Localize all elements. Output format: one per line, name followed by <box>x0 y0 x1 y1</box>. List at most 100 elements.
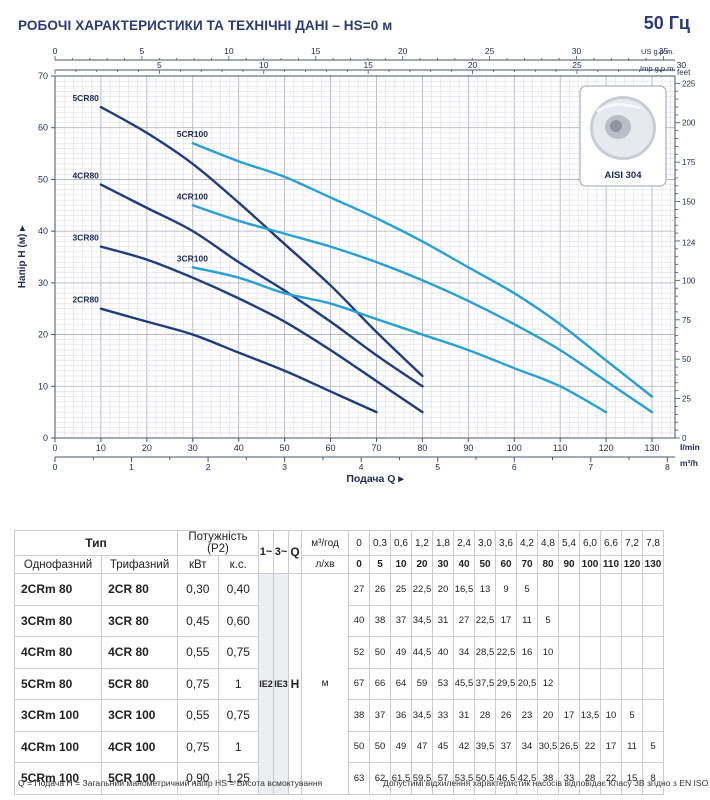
kw-col-header: кВт <box>177 555 219 574</box>
single-phase-model: 2CRm 80 <box>13 573 103 606</box>
head-value: 28,5 <box>474 636 496 669</box>
head-value <box>600 573 622 606</box>
single-phase-model: 3CRm 80 <box>13 604 103 637</box>
x-tick-label: 30 <box>188 443 198 453</box>
x-tick-label: 90 <box>463 443 473 453</box>
head-value: 22,5 <box>411 573 433 606</box>
head-value: 50 <box>369 730 391 763</box>
m3h-tick-label: 1 <box>129 462 134 472</box>
us-gpm-label: US g.p.m. <box>641 47 674 56</box>
table-row: 5CRm 100 5CR 100 0,90 1,25 63 62 61,5 59,5 57 53,… <box>13 762 664 795</box>
impeller-image <box>590 96 656 160</box>
flow-m3h-cell: 5,4 <box>558 530 580 556</box>
head-value: 36 <box>390 699 412 732</box>
feet-tick-label: 225 <box>682 79 696 88</box>
head-value: 33 <box>432 699 454 732</box>
power-hp: 0,60 <box>217 604 259 637</box>
m3h-tick-label: 7 <box>588 462 593 472</box>
curve-3cr80 <box>99 245 424 414</box>
us-gpm-tick-label: 30 <box>572 46 582 56</box>
head-value: 47 <box>411 730 433 763</box>
head-value: 45,5 <box>453 667 475 700</box>
head-value: 17 <box>495 604 517 637</box>
head-value <box>600 636 622 669</box>
curve-label-4cr100: 4CR100 <box>177 191 208 201</box>
three-phase-model: 4CR 80 <box>101 636 178 669</box>
head-value: 61,5 <box>390 762 412 795</box>
frequency-label: 50 Гц <box>643 13 690 33</box>
head-value: 27 <box>453 604 475 637</box>
flow-m3h-cell: 7,2 <box>621 530 643 556</box>
head-value <box>558 573 580 606</box>
feet-label: feet <box>677 68 691 77</box>
flow-m3h-cell: 1,2 <box>411 530 433 556</box>
flow-m3h-cell: 3,6 <box>495 530 517 556</box>
head-value: 38 <box>348 699 370 732</box>
us-gpm-tick-label: 15 <box>311 46 321 56</box>
head-value: 31 <box>432 604 454 637</box>
head-value: 45 <box>432 730 454 763</box>
m3h-tick-label: 2 <box>206 462 211 472</box>
head-value: 16 <box>516 636 538 669</box>
head-value: 13 <box>474 573 496 606</box>
power-kw: 0,75 <box>177 667 219 700</box>
head-value: 53 <box>432 667 454 700</box>
head-value: 34 <box>453 636 475 669</box>
footer-legend: Q = Подача H = Загальний манометричний н… <box>18 778 323 788</box>
flow-m3h-cell: 4,2 <box>516 530 538 556</box>
curve-2cr80 <box>99 307 378 414</box>
head-value: 13,5 <box>579 699 601 732</box>
x-tick-label: 110 <box>553 443 567 453</box>
imp-gpm-tick-label: 25 <box>572 60 582 70</box>
head-value: 46,5 <box>495 762 517 795</box>
single-phase-col-header: Однофазний <box>13 555 103 574</box>
head-value: 20,5 <box>516 667 538 700</box>
head-value: 44,5 <box>411 636 433 669</box>
flow-lmin-cell: 20 <box>411 555 433 574</box>
curve-label-4cr80: 4CR80 <box>72 171 99 181</box>
curve-label-3cr100: 3CR100 <box>177 253 208 263</box>
three-phase-model: 4CR 100 <box>101 730 178 763</box>
power-hp: 0,40 <box>217 573 259 606</box>
imp-gpm-tick-label: 5 <box>157 60 162 70</box>
us-gpm-tick-label: 35 <box>659 46 669 56</box>
head-value: 50 <box>369 636 391 669</box>
curve-label-5cr80: 5CR80 <box>72 93 99 103</box>
ie3-label: IE3 <box>273 573 289 795</box>
flow-lmin-cell: 120 <box>621 555 643 574</box>
curve-4cr80 <box>99 183 424 388</box>
head-value: 16,5 <box>453 573 475 606</box>
chart-axes: 0 10 20 30 40 50 60 70 80 90 100 110 120 130 l/min0102… <box>17 46 700 485</box>
three-phase-model: 3CR 80 <box>101 604 178 637</box>
head-value: 29,5 <box>495 667 517 700</box>
feet-tick-label: 200 <box>682 119 696 128</box>
ie2-label: IE2 <box>258 573 274 795</box>
m3h-tick-label: 3 <box>282 462 287 472</box>
imp-gpm-tick-label: 10 <box>259 60 269 70</box>
power-kw: 0,90 <box>177 762 219 795</box>
q-header: Q <box>288 530 302 574</box>
imp-gpm-tick-label: 15 <box>363 60 373 70</box>
power-kw: 0,45 <box>177 604 219 637</box>
head-value <box>642 604 664 637</box>
curve-label-5cr100: 5CR100 <box>177 129 208 139</box>
head-value <box>621 667 643 700</box>
power-kw: 0,55 <box>177 636 219 669</box>
flow-lmin-cell: 100 <box>579 555 601 574</box>
flow-m3h-cell: 7,8 <box>642 530 664 556</box>
table-row: 4CRm 80 4CR 80 0,55 0,75 52 50 49 44,5 40 34 28,5 2… <box>13 636 664 669</box>
head-value: 20 <box>537 699 559 732</box>
imp-gpm-tick-label: 30 <box>677 60 687 70</box>
curve-3cr100 <box>191 266 608 414</box>
flow-m3h-cell: 4,8 <box>537 530 559 556</box>
flow-m3h-cell: 2,4 <box>453 530 475 556</box>
y-tick-label: 70 <box>38 71 48 81</box>
head-value: 63 <box>348 762 370 795</box>
flow-m3h-cell: 3,0 <box>474 530 496 556</box>
power-hp: 1 <box>217 730 259 763</box>
head-value: 57 <box>432 762 454 795</box>
single-phase-model: 3CRm 100 <box>13 699 103 732</box>
m3h-tick-label: 6 <box>512 462 517 472</box>
